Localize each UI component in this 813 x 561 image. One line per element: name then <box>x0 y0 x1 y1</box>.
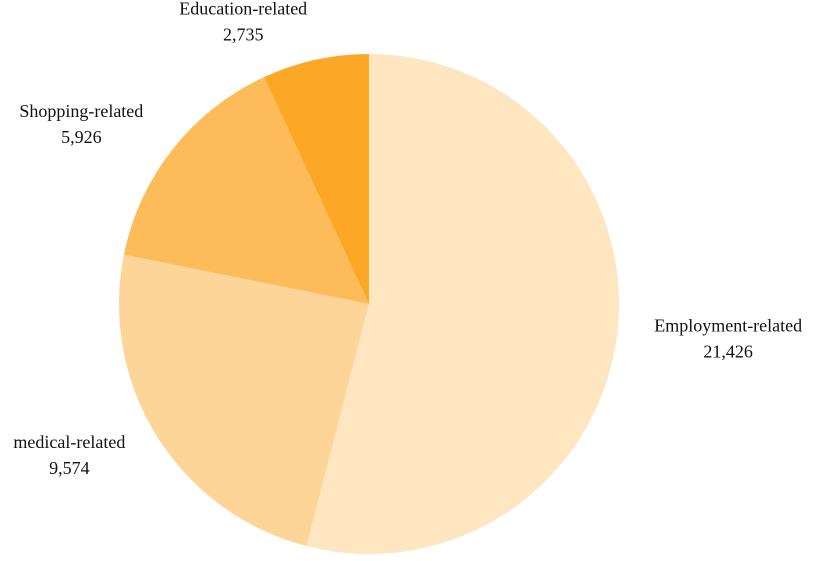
slice-label: Shopping-related <box>19 101 143 121</box>
pie-slice <box>306 54 620 554</box>
slice-value: 5,926 <box>61 127 102 147</box>
pie-slice <box>119 254 369 547</box>
slice-value: 2,735 <box>223 24 264 44</box>
pie-slice <box>123 77 369 304</box>
pie-slice <box>264 54 369 304</box>
slice-value: 21,426 <box>703 341 753 361</box>
slice-value: 9,574 <box>49 458 90 478</box>
slice-label: Employment-related <box>654 315 802 335</box>
slice-label: medical-related <box>13 432 125 452</box>
slice-label: Education-related <box>179 0 307 18</box>
